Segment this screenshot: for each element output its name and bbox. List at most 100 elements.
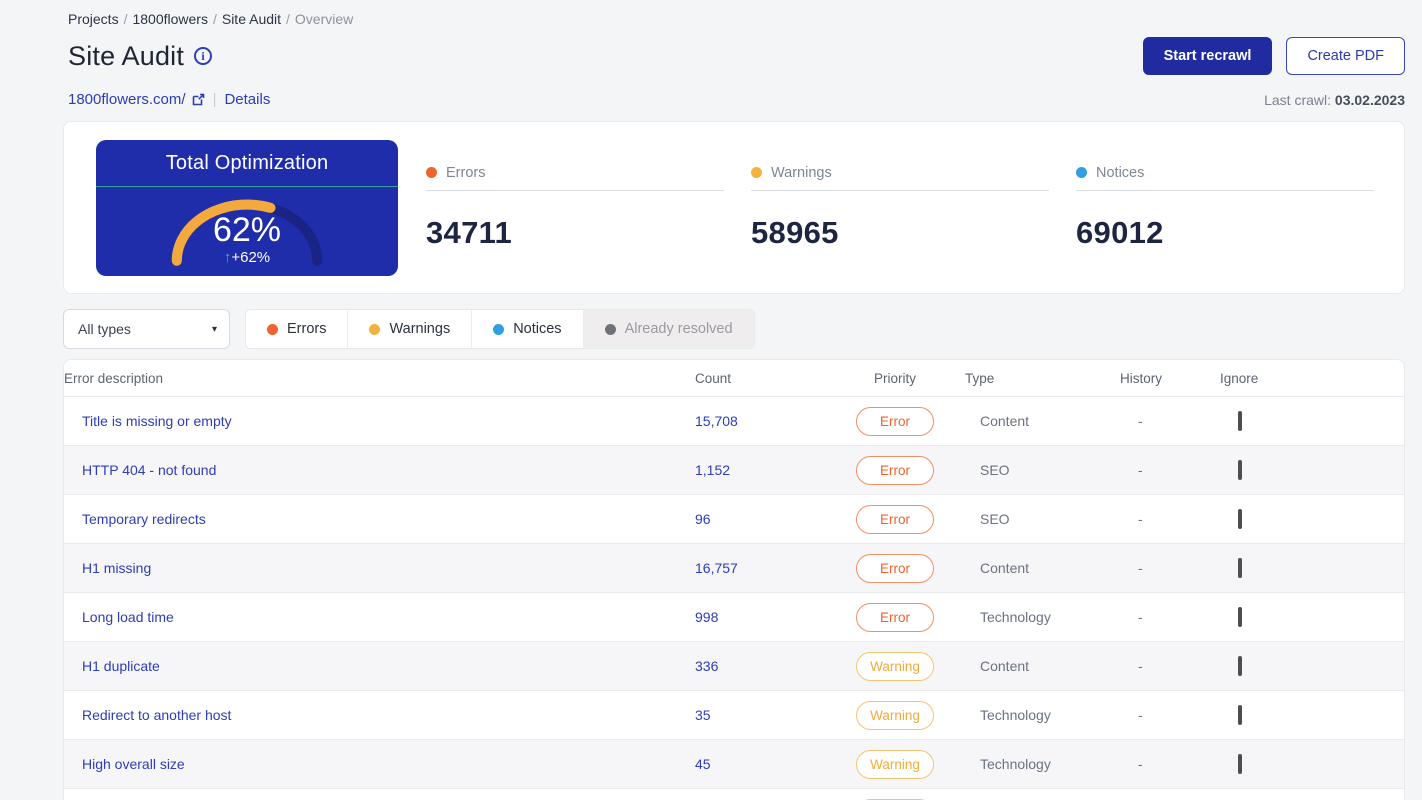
issue-count[interactable]: 35	[695, 707, 711, 723]
error-description-link[interactable]: Temporary redirects	[82, 511, 206, 527]
ignore-checkbox[interactable]	[1238, 558, 1242, 578]
table-row: Temporary redirects 96 Error SEO -	[64, 495, 1404, 544]
ignore-checkbox[interactable]	[1238, 509, 1242, 529]
priority-pill: Error	[856, 504, 934, 534]
issue-count[interactable]: 96	[695, 511, 711, 527]
gauge-title: Total Optimization	[165, 151, 329, 174]
issue-history: -	[1138, 511, 1143, 527]
warnings-dot-icon	[751, 167, 762, 178]
stat-errors-value: 34711	[426, 214, 512, 250]
errors-dot-icon	[426, 167, 437, 178]
stat-warnings-label: Warnings	[771, 164, 832, 181]
col-header-ignore: Ignore	[1220, 370, 1259, 386]
stat-warnings: Warnings 58965	[751, 165, 1049, 251]
issue-count[interactable]: 15,708	[695, 413, 738, 429]
gauge-delta: ↑+62%	[96, 249, 398, 266]
breadcrumb-project-1800flowers[interactable]: 1800flowers	[132, 11, 208, 27]
tab-warnings-label: Warnings	[389, 321, 451, 337]
domain-divider: |	[212, 91, 217, 108]
issue-count[interactable]: 336	[695, 658, 719, 674]
issue-history: -	[1138, 756, 1143, 772]
warnings-dot-icon	[369, 323, 381, 335]
error-description-link[interactable]: HTTP 404 - not found	[82, 462, 217, 478]
tab-notices[interactable]: Notices	[472, 310, 584, 348]
error-description-link[interactable]: Long load time	[82, 609, 174, 625]
issue-history: -	[1138, 560, 1143, 576]
ignore-checkbox[interactable]	[1238, 754, 1242, 774]
issue-type: Content	[980, 560, 1030, 576]
priority-pill: Error	[856, 553, 934, 583]
last-crawl-label: Last crawl:	[1264, 91, 1332, 108]
table-row: H1 missing 16,757 Error Content -	[64, 544, 1404, 593]
info-icon[interactable]: i	[194, 47, 213, 65]
stat-warnings-value: 58965	[751, 214, 839, 250]
issue-type: Technology	[980, 707, 1051, 723]
type-filter-dropdown[interactable]: All types ▾	[63, 309, 230, 349]
ignore-checkbox[interactable]	[1238, 411, 1242, 431]
total-optimization-card: Total Optimization 62% ↑+62%	[96, 139, 398, 276]
issue-type: SEO	[980, 511, 1010, 527]
issue-count[interactable]: 998	[695, 609, 719, 625]
page-title: Site Audit	[68, 40, 185, 71]
tab-already-resolved-label: Already resolved	[624, 321, 733, 337]
resolved-dot-icon	[604, 323, 616, 335]
domain-text: 1800flowers.com/	[68, 91, 186, 108]
ignore-checkbox[interactable]	[1238, 607, 1242, 627]
ignore-checkbox[interactable]	[1238, 705, 1242, 725]
tab-warnings[interactable]: Warnings	[348, 310, 473, 348]
ignore-checkbox[interactable]	[1238, 656, 1242, 676]
issue-history: -	[1138, 462, 1143, 478]
error-description-link[interactable]: H1 missing	[82, 560, 152, 576]
last-crawl-date: 03.02.2023	[1334, 91, 1405, 108]
tab-notices-label: Notices	[513, 321, 562, 337]
table-row: High overall size 45 Warning Technology …	[64, 740, 1404, 789]
issue-count[interactable]: 1,152	[695, 462, 731, 478]
error-description-link[interactable]: Title is missing or empty	[82, 413, 232, 429]
breadcrumb-overview: Overview	[294, 11, 354, 27]
issue-type: Content	[980, 413, 1030, 429]
errors-dot-icon	[267, 323, 278, 335]
stat-errors: Errors 34711	[426, 165, 724, 251]
details-link[interactable]: Details	[224, 91, 271, 108]
error-description-link[interactable]: Redirect to another host	[82, 707, 232, 723]
issue-type: Technology	[980, 756, 1051, 772]
up-arrow-icon: ↑	[223, 248, 232, 266]
table-row: Warning	[64, 789, 1404, 800]
issue-type: Technology	[980, 609, 1051, 625]
optimization-gauge: 62% ↑+62%	[96, 187, 398, 267]
priority-pill: Error	[856, 406, 934, 436]
priority-pill: Warning	[856, 700, 934, 730]
start-recrawl-button[interactable]: Start recrawl	[1142, 37, 1273, 75]
stat-notices-label: Notices	[1096, 164, 1145, 181]
issue-type: SEO	[980, 462, 1010, 478]
breadcrumb-projects[interactable]: Projects	[68, 11, 119, 27]
col-header-description: Error description	[64, 370, 164, 386]
breadcrumb: Projects/1800flowers / Site Audit / Overview	[63, 0, 1405, 27]
breadcrumb-site-audit[interactable]: Site Audit	[221, 11, 282, 27]
col-header-type: Type	[965, 370, 995, 386]
gauge-arc	[171, 199, 323, 266]
error-description-link[interactable]: High overall size	[82, 756, 185, 772]
ignore-checkbox[interactable]	[1238, 460, 1242, 480]
stat-errors-label: Errors	[446, 164, 486, 181]
tab-errors[interactable]: Errors	[246, 310, 349, 348]
col-header-history: History	[1120, 370, 1163, 386]
create-pdf-button[interactable]: Create PDF	[1286, 37, 1405, 75]
breadcrumb-separator: /	[212, 11, 217, 27]
issue-history: -	[1138, 707, 1143, 723]
breadcrumb-separator: /	[286, 11, 290, 27]
table-body: Title is missing or empty 15,708 Error C…	[64, 397, 1404, 800]
domain-link[interactable]: 1800flowers.com/	[68, 91, 205, 108]
stat-notices-value: 69012	[1076, 214, 1164, 250]
gauge-delta-value: +62%	[231, 248, 271, 266]
issue-count[interactable]: 16,757	[695, 560, 738, 576]
tab-errors-label: Errors	[287, 321, 327, 337]
priority-pill: Warning	[856, 651, 934, 681]
error-description-link[interactable]: H1 duplicate	[82, 658, 160, 674]
table-row: Title is missing or empty 15,708 Error C…	[64, 397, 1404, 446]
chevron-down-icon: ▾	[211, 323, 217, 335]
issue-count[interactable]: 45	[695, 756, 711, 772]
table-row: HTTP 404 - not found 1,152 Error SEO -	[64, 446, 1404, 495]
tab-already-resolved[interactable]: Already resolved	[583, 310, 754, 348]
